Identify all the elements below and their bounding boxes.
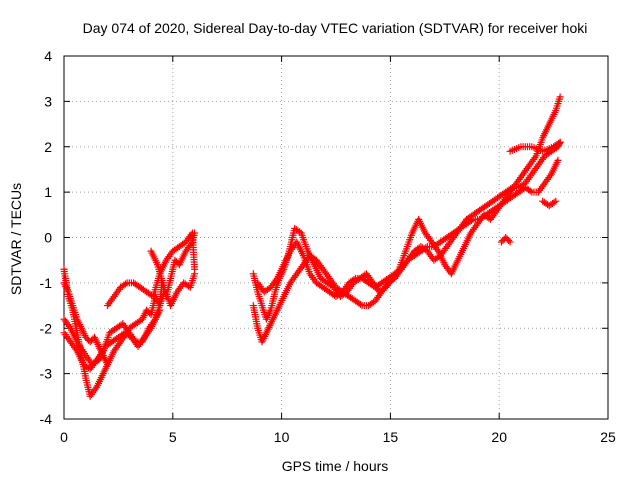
data-point bbox=[311, 255, 319, 263]
data-point bbox=[556, 138, 564, 146]
data-point bbox=[467, 216, 475, 224]
y-tick-label: -4 bbox=[40, 411, 53, 427]
data-point bbox=[156, 306, 164, 314]
data-point bbox=[117, 321, 125, 329]
y-tick-label: 2 bbox=[44, 139, 52, 155]
data-point bbox=[507, 185, 515, 193]
x-tick-label: 15 bbox=[383, 429, 399, 445]
y-tick-label: -2 bbox=[40, 320, 53, 336]
y-tick-label: 0 bbox=[44, 230, 52, 246]
data-point bbox=[554, 156, 562, 164]
data-point bbox=[550, 198, 558, 206]
data-point bbox=[180, 239, 188, 247]
data-point bbox=[265, 285, 273, 293]
data-point bbox=[552, 197, 560, 205]
x-axis-title: GPS time / hours bbox=[282, 458, 389, 474]
data-points bbox=[60, 93, 564, 400]
y-tick-label: 4 bbox=[44, 48, 52, 64]
data-point bbox=[370, 298, 378, 306]
x-tick-label: 20 bbox=[491, 429, 507, 445]
data-point bbox=[396, 266, 404, 274]
data-point bbox=[337, 289, 345, 297]
y-tick-label: 3 bbox=[44, 93, 52, 109]
y-tick-label: -3 bbox=[40, 366, 53, 382]
data-point bbox=[121, 280, 129, 288]
x-tick-label: 0 bbox=[60, 429, 68, 445]
data-point bbox=[191, 270, 199, 278]
data-point bbox=[104, 361, 112, 369]
data-point bbox=[435, 253, 443, 261]
data-point bbox=[356, 300, 364, 308]
data-point bbox=[84, 364, 92, 372]
x-tick-label: 5 bbox=[169, 429, 177, 445]
grid bbox=[64, 56, 608, 419]
y-tick-label: 1 bbox=[44, 184, 52, 200]
x-tick-label: 10 bbox=[274, 429, 290, 445]
data-point bbox=[556, 93, 564, 101]
data-point bbox=[422, 244, 430, 252]
y-axis-title: SDTVAR / TECUs bbox=[8, 183, 24, 295]
data-point bbox=[505, 237, 513, 245]
tick-labels: 0 5 10 15 20 25 -4 -3 -2 -1 0 1 2 3 4 bbox=[40, 48, 616, 445]
x-tick-label: 25 bbox=[600, 429, 616, 445]
ticks bbox=[63, 55, 609, 420]
data-point bbox=[554, 139, 562, 147]
data-point bbox=[506, 238, 514, 246]
data-point bbox=[526, 187, 534, 195]
data-point bbox=[350, 275, 358, 283]
y-tick-label: -1 bbox=[40, 275, 53, 291]
chart-title: Day 074 of 2020, Sidereal Day-to-day VTE… bbox=[83, 20, 588, 36]
